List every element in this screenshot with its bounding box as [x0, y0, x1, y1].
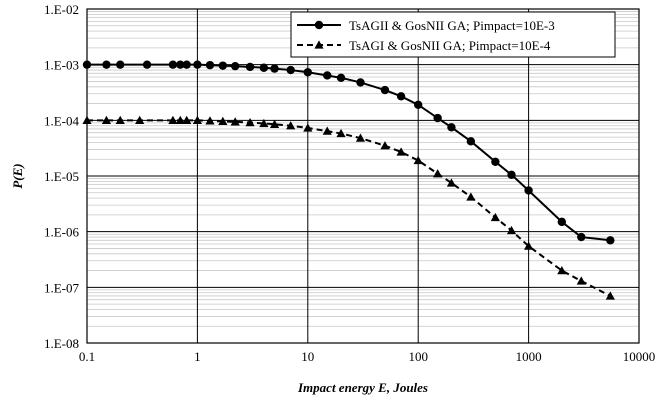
data-point-triangle — [433, 169, 443, 178]
data-point-triangle — [269, 119, 280, 128]
y-tick-label: 1.E-08 — [44, 336, 79, 351]
data-point-circle — [182, 60, 191, 69]
data-point-circle — [466, 137, 476, 146]
x-tick-label: 1000 — [516, 349, 542, 364]
y-tick-label: 1.E-07 — [44, 280, 80, 295]
data-point-circle — [102, 60, 111, 69]
data-point-triangle — [286, 121, 296, 130]
x-tick-label: 0.1 — [79, 349, 95, 364]
data-point-circle — [82, 60, 92, 69]
data-point-circle — [433, 113, 442, 123]
data-point-circle — [336, 73, 346, 83]
data-point-triangle — [259, 118, 269, 128]
data-point-circle — [414, 100, 423, 110]
data-point-triangle — [557, 265, 567, 275]
x-axis-ticks: 0.1 1 10 100 1000 10000 — [79, 349, 655, 364]
y-axis-ticks: 1.E-02 1.E-03 1.E-04 1.E-05 1.E-06 1.E-07 1.E-… — [44, 2, 80, 351]
data-point-triangle — [192, 115, 202, 125]
y-tick-label: 1.E-02 — [44, 2, 79, 17]
data-point-triangle — [446, 178, 457, 187]
minor-gridlines — [87, 11, 639, 327]
data-point-triangle — [205, 116, 215, 125]
data-point-triangle — [336, 128, 346, 138]
data-point-triangle — [413, 155, 423, 165]
data-point-circle — [491, 157, 500, 166]
data-point-circle — [218, 61, 228, 70]
x-tick-label: 100 — [408, 349, 428, 364]
data-point-triangle — [182, 115, 192, 125]
series-line-2 — [87, 119, 611, 297]
data-point-triangle — [490, 212, 500, 222]
data-point-triangle — [175, 115, 185, 125]
data-point-triangle — [576, 276, 586, 285]
data-point-triangle — [245, 118, 255, 127]
data-point-triangle — [115, 115, 125, 125]
legend-circle-marker — [314, 20, 324, 30]
data-point-circle — [245, 62, 255, 72]
data-point-circle — [507, 170, 516, 180]
legend-triangle-marker — [314, 40, 324, 49]
y-tick-label: 1.E-05 — [44, 169, 79, 184]
y-tick-label: 1.E-04 — [44, 113, 80, 128]
data-point-circle — [577, 232, 586, 242]
x-tick-label: 1 — [194, 349, 201, 364]
data-point-triangle — [466, 192, 476, 201]
data-point-triangle — [396, 147, 406, 156]
y-tick-label: 1.E-03 — [44, 58, 79, 73]
legend-label-series-1: TsAGII & GosNII GA; Pimpact=10E-3 — [349, 18, 555, 33]
data-point-triangle — [101, 115, 112, 125]
data-point-circle — [380, 85, 390, 95]
data-point-triangle — [218, 116, 228, 126]
legend: TsAGII & GosNII GA; Pimpact=10E-3 TsAGI … — [290, 11, 616, 58]
x-tick-label: 10 — [301, 349, 314, 364]
data-point-circle — [205, 60, 215, 70]
data-point-circle — [142, 60, 152, 69]
data-point-circle — [231, 61, 240, 71]
x-tick-label: 10000 — [623, 349, 656, 364]
data-point-triangle — [506, 225, 517, 235]
data-point-triangle — [82, 115, 92, 125]
data-point-triangle — [168, 115, 178, 125]
series-line-1 — [87, 63, 611, 242]
data-point-triangle — [322, 126, 332, 135]
data-point-circle — [193, 60, 202, 69]
data-point-triangle — [135, 115, 145, 125]
legend-box — [290, 11, 616, 58]
data-point-circle — [606, 236, 615, 245]
data-point-triangle — [355, 133, 366, 142]
data-point-circle — [557, 217, 567, 227]
x-axis-title: Impact energy E, Joules — [297, 380, 428, 395]
plot-area-frame — [86, 8, 640, 344]
data-point-circle — [168, 60, 178, 69]
legend-label-series-2: TsAGI & GosNII GA; Pimpact=10E-4 — [349, 38, 551, 53]
y-tick-label: 1.E-06 — [44, 225, 80, 240]
data-point-triangle — [230, 117, 240, 126]
data-point-circle — [270, 64, 279, 73]
data-point-circle — [259, 63, 269, 72]
y-axis-title: P(E) — [10, 163, 25, 188]
data-point-circle — [116, 60, 125, 69]
data-point-circle — [356, 78, 365, 87]
data-point-circle — [303, 68, 312, 77]
data-point-triangle — [524, 241, 534, 250]
data-point-circle — [286, 65, 295, 75]
data-point-triangle — [605, 291, 615, 300]
data-point-circle — [396, 92, 406, 101]
series-layer — [82, 60, 615, 300]
data-point-circle — [323, 71, 332, 80]
data-point-circle — [524, 186, 533, 195]
data-point-circle — [447, 123, 456, 132]
data-point-triangle — [303, 123, 313, 132]
data-point-circle — [176, 60, 185, 69]
data-point-triangle — [380, 141, 390, 150]
